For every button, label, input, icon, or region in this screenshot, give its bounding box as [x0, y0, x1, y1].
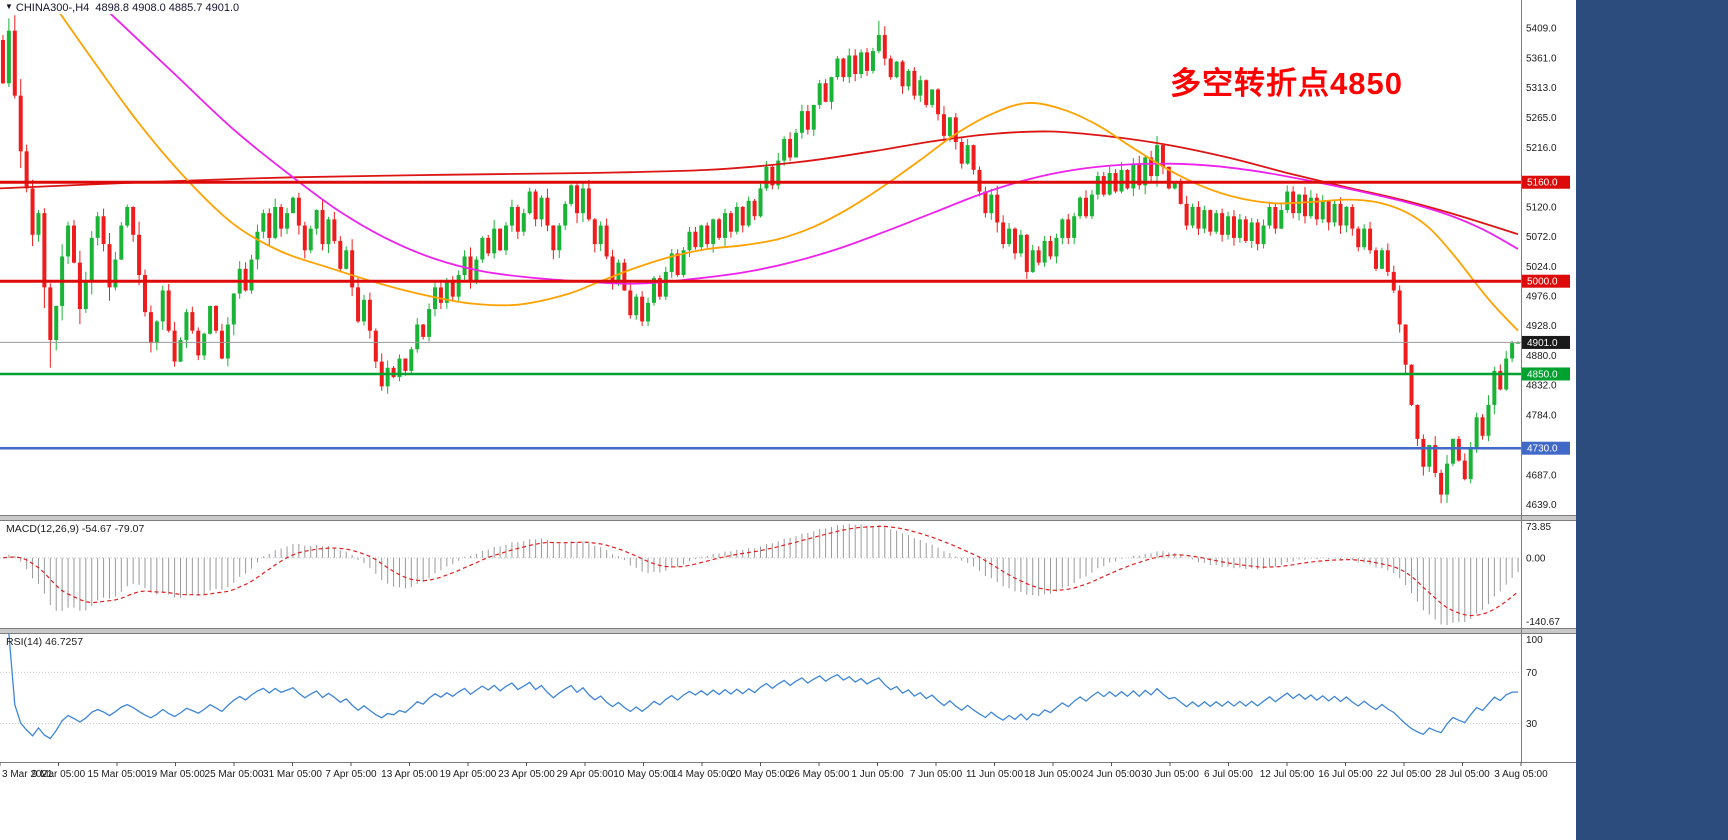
price-axis-tick: 5313.0 [1526, 83, 1557, 94]
time-axis-label: 18 Jun 05:00 [1024, 769, 1082, 780]
price-tag [1522, 274, 1570, 288]
price-axis-tick: 4832.0 [1526, 381, 1557, 392]
ma-fast-orange [59, 14, 1519, 332]
time-axis-label: 15 Mar 05:00 [88, 769, 147, 780]
price-tag-label: 4730.0 [1527, 444, 1558, 455]
macd-histogram [8, 524, 1519, 625]
price-axis-tick: 4687.0 [1526, 470, 1557, 481]
price-axis-tick: 4880.0 [1526, 351, 1557, 362]
price-tag [1522, 441, 1570, 455]
right-dock-panel[interactable] [1576, 0, 1728, 840]
price-axis-tick: 4976.0 [1526, 292, 1557, 303]
time-axis-label: 7 Apr 05:00 [325, 769, 377, 780]
rsi-line [8, 633, 1519, 740]
time-axis-label: 12 Jul 05:00 [1260, 769, 1315, 780]
macd-signal-line [2, 525, 1519, 617]
time-axis-label: 6 Jul 05:00 [1204, 769, 1253, 780]
time-axis-label: 29 Apr 05:00 [557, 769, 614, 780]
time-axis-label: 23 Apr 05:00 [498, 769, 555, 780]
price-axis-tick: 5265.0 [1526, 113, 1557, 124]
macd-axis-tick: -140.67 [1526, 617, 1560, 628]
price-axis-tick: 4928.0 [1526, 321, 1557, 332]
price-axis-tick: 5072.0 [1526, 232, 1557, 243]
time-axis-label: 16 Jul 05:00 [1318, 769, 1373, 780]
time-axis-label: 24 Jun 05:00 [1083, 769, 1141, 780]
macd-axis-tick: 73.85 [1526, 522, 1551, 533]
rsi-axis-tick: 100 [1526, 635, 1543, 646]
time-axis-label: 10 May 05:00 [613, 769, 674, 780]
price-tag [1522, 175, 1570, 189]
time-axis-label: 1 Jun 05:00 [851, 769, 904, 780]
price-axis-tick: 5216.0 [1526, 143, 1557, 154]
time-axis-label: 14 May 05:00 [672, 769, 733, 780]
time-axis-label: 28 Jul 05:00 [1435, 769, 1490, 780]
candlestick-layer[interactable] [0, 15, 1521, 504]
ma-mid-magenta [109, 14, 1519, 285]
time-axis-label: 19 Mar 05:00 [146, 769, 205, 780]
time-axis-label: 30 Jun 05:00 [1141, 769, 1199, 780]
time-axis-label: 26 May 05:00 [789, 769, 850, 780]
time-axis-label: 31 Mar 05:00 [263, 769, 322, 780]
price-tag-label: 5000.0 [1527, 277, 1558, 288]
time-axis-label: 20 May 05:00 [730, 769, 791, 780]
time-axis-label: 7 Jun 05:00 [910, 769, 963, 780]
panel-separator[interactable] [0, 628, 1576, 634]
price-tag-label: 5160.0 [1527, 178, 1558, 189]
price-tag [1522, 335, 1570, 349]
macd-axis-tick: 0.00 [1526, 553, 1546, 564]
price-axis-tick: 4784.0 [1526, 410, 1557, 421]
price-axis-tick: 5409.0 [1526, 24, 1557, 35]
price-axis-tick: 5361.0 [1526, 53, 1557, 64]
panel-separator[interactable] [0, 515, 1576, 521]
rsi-axis-tick: 30 [1526, 719, 1538, 730]
time-axis-label: 3 Aug 05:00 [1494, 769, 1548, 780]
price-axis-tick: 4639.0 [1526, 500, 1557, 511]
price-axis-tick: 5024.0 [1526, 262, 1557, 273]
time-axis-label: 25 Mar 05:00 [205, 769, 264, 780]
price-tag [1522, 367, 1570, 381]
time-axis-label: 19 Apr 05:00 [440, 769, 497, 780]
time-axis-label: 11 Jun 05:00 [966, 769, 1024, 780]
time-axis-label: 22 Jul 05:00 [1377, 769, 1432, 780]
price-axis-tick: 5120.0 [1526, 202, 1557, 213]
time-axis-label: 13 Apr 05:00 [381, 769, 438, 780]
time-axis-label: 3 Mar 2021 [2, 769, 53, 780]
time-axis-label: 9 Mar 05:00 [32, 769, 86, 780]
price-tag-label: 4901.0 [1527, 338, 1558, 349]
rsi-axis-tick: 70 [1526, 668, 1538, 679]
price-tag-label: 4850.0 [1527, 369, 1558, 380]
